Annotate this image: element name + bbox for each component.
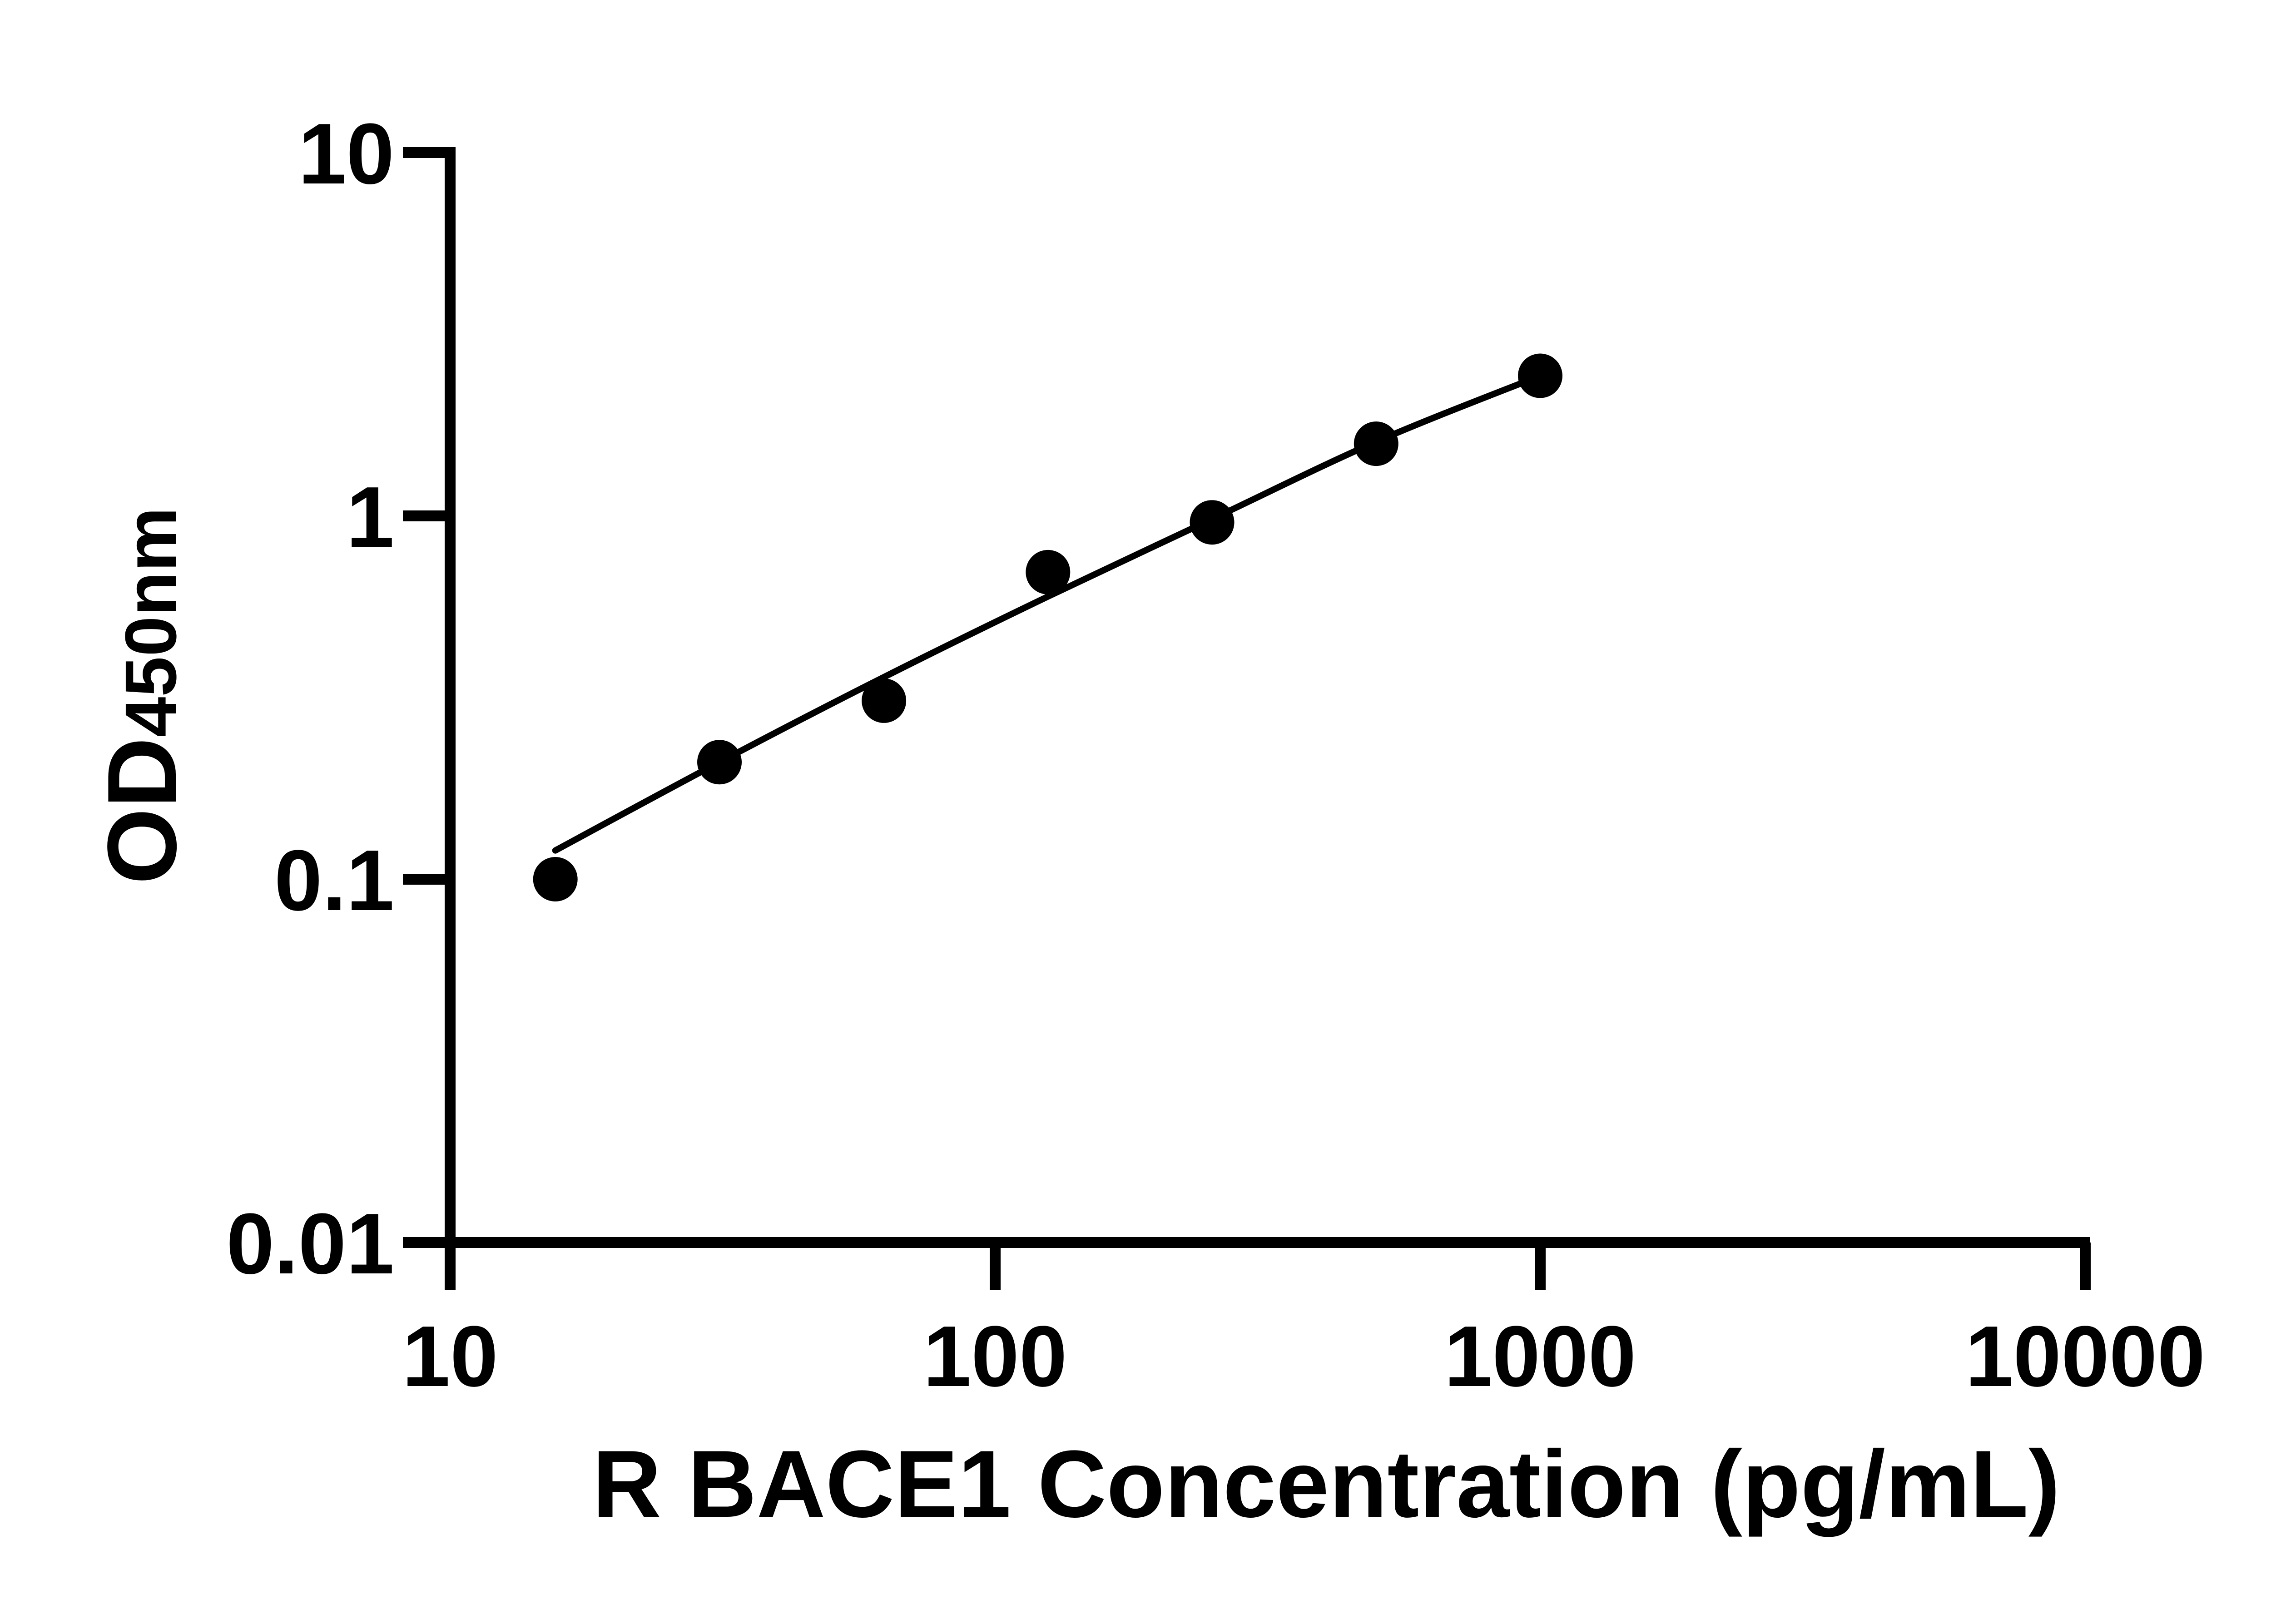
data-point-marker (1026, 550, 1071, 594)
data-points (533, 353, 1562, 901)
axes (445, 147, 2090, 1248)
x-axis-tick-labels: 10 100 1000 10000 (402, 1308, 2205, 1405)
y-axis-tick-labels: 10 1 0.1 0.01 (226, 106, 394, 1292)
data-point-marker (533, 857, 578, 901)
data-point-marker (1354, 421, 1398, 466)
x-tick-label: 10000 (1965, 1308, 2205, 1405)
y-tick-label: 10 (298, 106, 394, 202)
y-axis-title: OD450nm (87, 507, 197, 885)
x-tick-label: 10 (402, 1308, 498, 1405)
y-tick-label: 0.01 (226, 1196, 394, 1292)
y-tick-label: 0.1 (274, 832, 394, 929)
x-axis-title: R BACE1 Concentration (pg/mL) (592, 1431, 2060, 1537)
y-axis-title-subscript: 450nm (110, 507, 191, 738)
data-point-marker (1190, 500, 1235, 545)
data-point-marker (862, 678, 907, 723)
y-axis-ticks (403, 147, 450, 1248)
x-tick-label: 100 (923, 1308, 1067, 1405)
x-tick-label: 1000 (1444, 1308, 1636, 1405)
y-tick-label: 1 (346, 469, 394, 565)
x-axis-ticks (445, 1243, 2091, 1290)
data-point-marker (697, 740, 742, 785)
data-point-marker (1518, 353, 1562, 398)
y-axis-title-main: OD (87, 737, 197, 884)
